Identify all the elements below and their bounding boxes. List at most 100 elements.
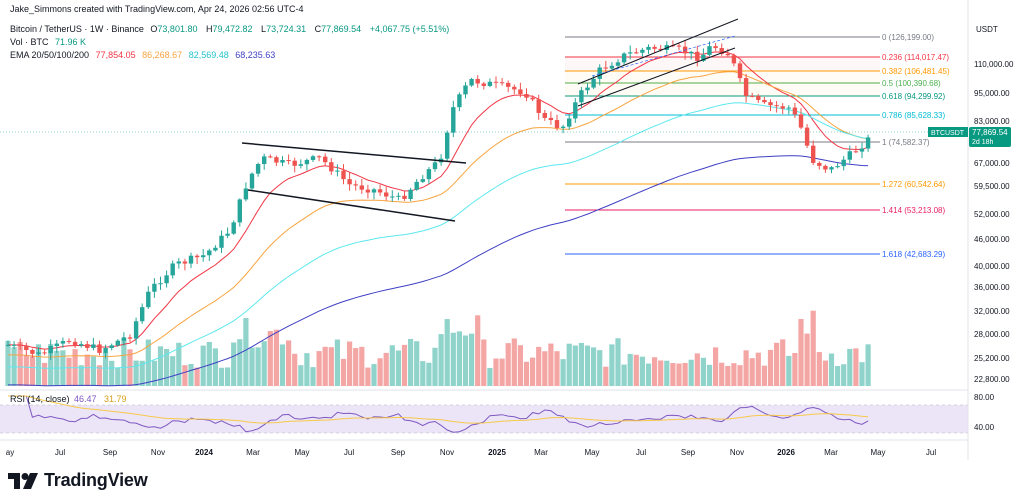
volume-bar: [511, 338, 517, 386]
candle-body: [48, 346, 53, 354]
candle-body: [487, 81, 493, 86]
candle-body: [60, 341, 66, 344]
candle-body: [323, 156, 328, 163]
volume-bar: [841, 364, 847, 386]
time-tick-label: Nov: [151, 448, 165, 457]
candle-body: [201, 255, 206, 258]
volume-bar: [774, 342, 780, 386]
time-tick-label: Sep: [681, 448, 696, 457]
candle-body: [560, 126, 566, 128]
volume-bar: [658, 360, 664, 386]
ema-50-value: 86,268.67: [142, 50, 183, 60]
ohlc-change: +4,067.75 (+5.51%): [369, 24, 450, 34]
volume-bar: [767, 349, 774, 386]
volume-bar: [603, 366, 609, 386]
ema-200-value: 68,235.63: [235, 50, 276, 60]
candle-body: [109, 345, 114, 349]
candle-body: [213, 247, 218, 251]
candle-body: [79, 344, 84, 346]
fib-level-label: 0.618 (94,299.92): [882, 92, 945, 101]
candle-body: [402, 195, 407, 199]
candle-body: [804, 127, 810, 146]
time-tick-label: ay: [6, 448, 14, 457]
volume-bar: [292, 353, 298, 386]
ema-legend[interactable]: EMA 20/50/100/200 77,854.05 86,268.67 82…: [10, 50, 279, 60]
candle-body: [445, 132, 450, 159]
trendline-upper: [241, 142, 467, 164]
candle-body: [829, 167, 834, 170]
ohlc-low-label: L: [261, 24, 267, 34]
candle-body: [811, 145, 816, 163]
candle-body: [774, 105, 779, 107]
candle-body: [859, 148, 865, 152]
symbol-legend[interactable]: Bitcoin / TetherUS · 1W · Binance O73,80…: [10, 24, 453, 34]
candle-body: [719, 48, 724, 54]
candle-body: [652, 46, 657, 49]
candle-body: [292, 160, 297, 166]
candle-body: [5, 344, 11, 346]
volume-bar: [157, 346, 164, 386]
ema-label: EMA 20/50/100/200: [10, 50, 90, 60]
volume-bar: [792, 352, 798, 386]
candle-body: [91, 344, 96, 348]
tradingview-logo[interactable]: TradingView: [8, 470, 148, 491]
volume-bar: [481, 339, 487, 386]
volume-bar: [456, 331, 462, 386]
candle-body: [335, 170, 340, 172]
candle-body: [231, 222, 236, 234]
rsi-ma-value: 31.79: [104, 394, 127, 404]
volume-bar: [286, 340, 292, 386]
volume-bar: [713, 347, 719, 386]
volume-legend[interactable]: Vol · BTC 71.96 K: [10, 37, 90, 47]
time-tick-label: May: [870, 448, 885, 457]
volume-bar: [420, 361, 426, 386]
volume-bar: [182, 365, 188, 386]
volume-bar: [35, 344, 42, 386]
ema-20-line: [8, 51, 869, 350]
volume-bar: [450, 332, 456, 386]
candle-body: [54, 343, 59, 347]
volume-bar: [786, 355, 792, 386]
time-tick-label: 2025: [488, 448, 506, 457]
volume-bar: [170, 356, 176, 386]
ohlc-open-label: O: [150, 24, 158, 34]
symbol-title: Bitcoin / TetherUS · 1W · Binance: [10, 24, 144, 34]
time-tick-label: Jul: [636, 448, 646, 457]
volume-bar: [340, 358, 347, 386]
price-tick-label: 25,200.00: [974, 354, 1010, 363]
candle-body: [817, 162, 822, 166]
price-tick-label: 67,000.00: [974, 159, 1010, 168]
candle-body: [176, 261, 181, 264]
price-chart[interactable]: 0 (126,199.00) 0.236 (114,017.47) 0.382 (1…: [0, 0, 1024, 470]
volume-bar: [523, 361, 530, 386]
candle-body: [567, 118, 572, 127]
volume-bar: [725, 365, 731, 386]
volume-bar: [334, 339, 340, 386]
candle-body: [243, 188, 249, 200]
chart-credit: Jake_Simmons created with TradingView.co…: [10, 4, 304, 14]
candle-body: [280, 159, 285, 163]
volume-bar: [493, 358, 499, 386]
candle-body: [695, 51, 700, 61]
candle-body: [634, 52, 639, 54]
price-tick-label: 110,000.00: [974, 60, 1014, 69]
volume-bar: [145, 339, 151, 386]
volume-bar: [66, 357, 72, 386]
volume-bar: [487, 367, 493, 386]
volume-bar: [822, 360, 828, 386]
fib-level-label: 0.5 (100,390.68): [882, 79, 941, 88]
volume-bar: [218, 367, 225, 386]
volume-bar: [719, 362, 725, 386]
volume-bar: [237, 339, 243, 386]
candle-body: [481, 83, 486, 86]
countdown-label: 2d 18h: [972, 139, 994, 146]
volume-bar: [828, 353, 835, 386]
volume-bar: [743, 350, 749, 386]
price-tick-label: 28,000.00: [974, 330, 1010, 339]
volume-bar: [188, 363, 194, 386]
volume-bar: [103, 352, 109, 386]
ohlc-high: 79,472.82: [212, 24, 253, 34]
candle-body: [512, 86, 517, 90]
candle-body: [579, 90, 584, 103]
volume-bar: [279, 344, 286, 386]
